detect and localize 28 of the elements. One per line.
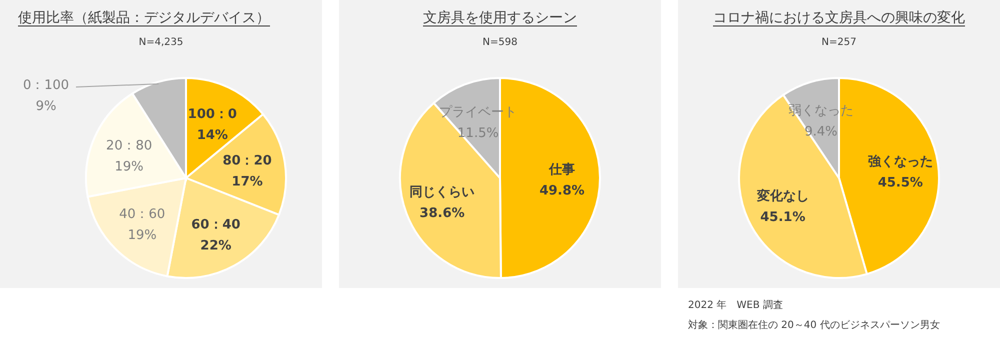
- slice-label: 60：40: [191, 217, 240, 232]
- slice-label: 強くなった: [868, 153, 933, 170]
- data-label: 49.8%: [539, 184, 585, 199]
- data-label: 22%: [200, 238, 232, 254]
- data-label: 9%: [36, 99, 56, 114]
- slice-label: 仕事: [548, 162, 575, 178]
- chart-title: コロナ禍における文房具への興味の変化: [713, 10, 965, 26]
- data-label: 19%: [114, 159, 144, 174]
- chart-subtitle: N=257: [822, 37, 856, 48]
- text: 対象：関東圏在住の 20～40 代のビジネスパーソン男女: [688, 319, 940, 331]
- chart-subtitle: N=4,235: [138, 37, 184, 48]
- data-label: 45.5%: [878, 175, 923, 190]
- chart-title: 文房具を使用するシーン: [423, 10, 577, 26]
- data-label: 19%: [128, 228, 157, 243]
- slice-label: 100：0: [188, 106, 237, 122]
- slice-label: 40：60: [119, 206, 166, 222]
- text: 2022 年 WEB 調査: [688, 299, 783, 311]
- data-label: 14%: [196, 128, 228, 143]
- data-label: 38.6%: [420, 206, 465, 222]
- slice-label: 80：20: [222, 153, 272, 168]
- slice-label: 20：80: [106, 138, 152, 154]
- data-label: 45.1%: [760, 210, 806, 226]
- slice-label: 同じくらい: [410, 185, 475, 200]
- chart-subtitle: N=598: [482, 37, 518, 48]
- slice-label: 変化なし: [756, 188, 809, 204]
- slice-label: 0：100: [22, 78, 70, 93]
- data-label: 17%: [232, 174, 263, 190]
- chart-title: 使用比率（紙製品：デジタルデバイス）: [18, 10, 270, 26]
